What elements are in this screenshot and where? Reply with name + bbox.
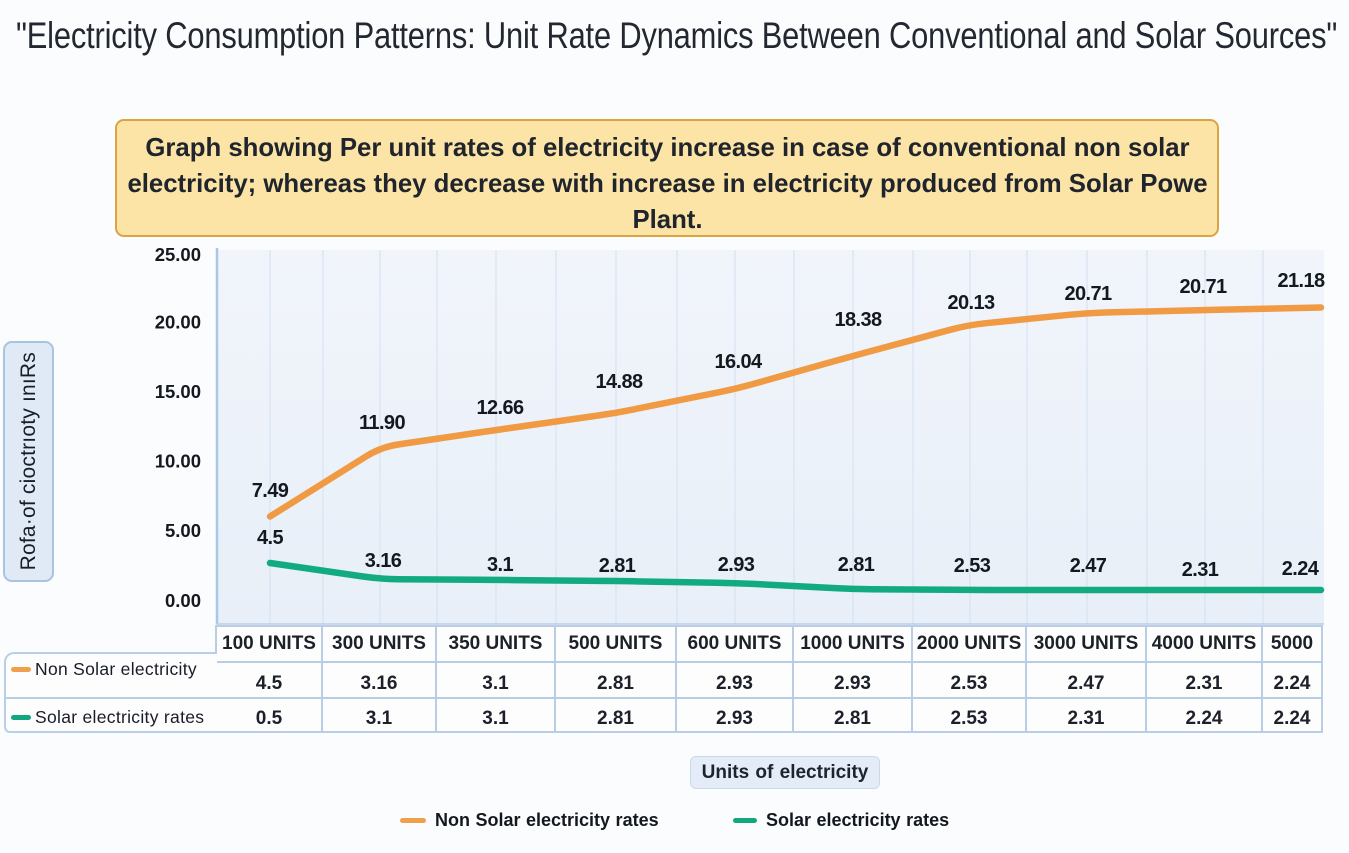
svg-text:3.16: 3.16 [365,550,402,572]
svg-text:14.88: 14.88 [595,371,643,393]
svg-text:12.66: 12.66 [476,397,524,419]
svg-text:4.5: 4.5 [257,527,283,549]
svg-text:5.00: 5.00 [165,520,201,541]
svg-text:2.53: 2.53 [954,555,991,577]
svg-text:7.49: 7.49 [252,480,289,502]
svg-text:2.81: 2.81 [599,555,636,577]
svg-text:2.31: 2.31 [1182,559,1219,581]
svg-text:3.1: 3.1 [487,554,513,576]
svg-text:2.24: 2.24 [1282,558,1320,580]
svg-text:0.00: 0.00 [165,590,201,611]
svg-text:2.47: 2.47 [1070,555,1107,577]
svg-text:20.13: 20.13 [947,292,995,314]
svg-text:10.00: 10.00 [155,451,201,472]
svg-text:20.00: 20.00 [155,312,201,333]
svg-text:25.00: 25.00 [155,244,201,265]
svg-text:2.93: 2.93 [718,554,755,576]
svg-text:16.04: 16.04 [714,351,763,373]
svg-text:21.18: 21.18 [1277,270,1325,292]
svg-text:18.38: 18.38 [834,309,882,331]
svg-text:20.71: 20.71 [1064,283,1112,305]
svg-text:20.71: 20.71 [1179,276,1227,298]
svg-text:11.90: 11.90 [359,412,405,434]
svg-text:2.81: 2.81 [838,554,875,576]
svg-text:15.00: 15.00 [155,381,201,402]
